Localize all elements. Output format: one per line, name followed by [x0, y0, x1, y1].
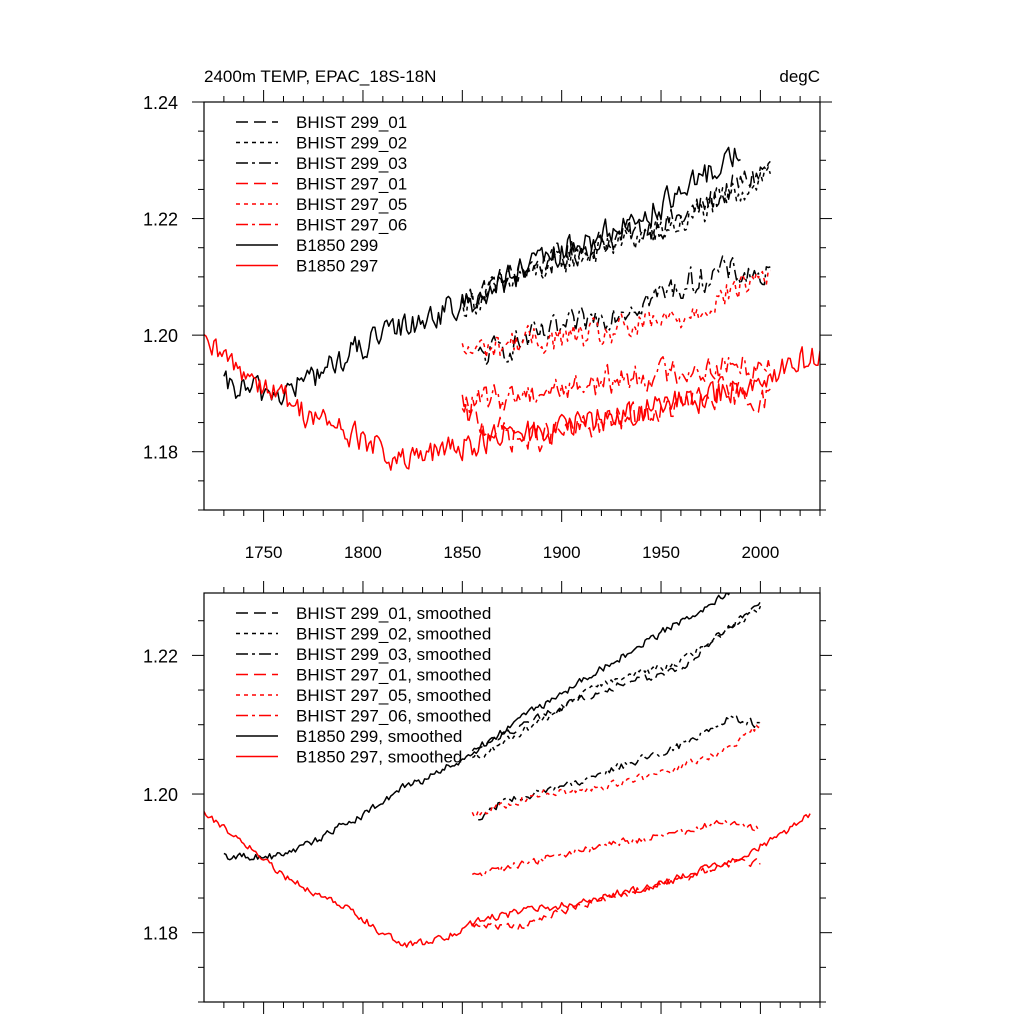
- top-series-layer: [204, 146, 820, 471]
- legend-label: BHIST 297_06, smoothed: [296, 707, 491, 726]
- legend-label: BHIST 299_02: [296, 134, 407, 153]
- series-line: [461, 376, 771, 453]
- chart-units: degC: [779, 67, 820, 86]
- y-tick-label: 1.22: [143, 646, 178, 666]
- series-line: [471, 605, 762, 759]
- y-tick-label: 1.18: [143, 924, 178, 944]
- bottom-chart-panel: 1.181.201.22 BHIST 299_01, smoothedBHIST…: [143, 581, 832, 1014]
- y-tick-label: 1.24: [143, 93, 178, 113]
- series-line: [471, 722, 762, 818]
- bottom-series-layer: [204, 593, 811, 948]
- series-line: [204, 334, 820, 471]
- top-axis-layer: 1750 1800 1850 1900 1950 2000 1.18 1.20 1.22 1.24: [143, 90, 832, 562]
- top-plot-frame: [203, 101, 821, 511]
- series-line: [461, 160, 771, 306]
- y-tick-label: 1.18: [143, 443, 178, 463]
- legend-label: BHIST 299_01, smoothed: [296, 604, 491, 623]
- x-tick-label: 1900: [543, 543, 581, 562]
- bottom-axis-layer: 1.18 1.20 1.22: [143, 581, 832, 1014]
- series-line: [471, 858, 761, 930]
- legend-label: B1850 297, smoothed: [296, 748, 462, 767]
- legend-label: B1850 299, smoothed: [296, 727, 462, 746]
- legend-label: BHIST 299_03, smoothed: [296, 645, 491, 664]
- bottom-legend: BHIST 299_01, smoothed BHIST 299_02, smoo…: [236, 604, 491, 767]
- legend-label: BHIST 297_05, smoothed: [296, 686, 491, 705]
- series-line: [223, 146, 741, 406]
- legend-label: BHIST 297_01: [296, 175, 407, 194]
- legend-label: BHIST 297_01, smoothed: [296, 666, 491, 685]
- x-tick-label: 1850: [443, 543, 481, 562]
- series-line: [223, 593, 731, 861]
- x-tick-label: 1750: [245, 543, 283, 562]
- legend-label: B1850 297: [296, 257, 378, 276]
- legend-label: BHIST 297_06: [296, 216, 407, 235]
- series-line: [478, 715, 761, 821]
- series-line: [204, 811, 811, 948]
- series-line: [471, 819, 761, 877]
- legend-label: BHIST 299_01: [296, 113, 407, 132]
- series-line: [477, 255, 771, 366]
- bottom-plot-frame: [203, 592, 821, 1003]
- y-tick-label: 1.20: [143, 785, 178, 805]
- series-line: [461, 166, 772, 318]
- y-tick-label: 1.20: [143, 326, 178, 346]
- series-line: [471, 601, 762, 752]
- x-tick-label: 1800: [344, 543, 382, 562]
- x-tick-label: 2000: [741, 543, 779, 562]
- legend-label: BHIST 299_03: [296, 154, 407, 173]
- series-line: [461, 356, 772, 418]
- legend-label: BHIST 297_05: [296, 195, 407, 214]
- legend-label: BHIST 299_02, smoothed: [296, 625, 491, 644]
- x-tick-label: 1950: [642, 543, 680, 562]
- legend-label: B1850 299: [296, 236, 378, 255]
- y-tick-label: 1.22: [143, 210, 178, 230]
- top-chart-panel: 2400m TEMP, EPAC_18S-18N degC 1750 1800 18…: [143, 67, 832, 562]
- series-line: [461, 269, 771, 359]
- chart-title: 2400m TEMP, EPAC_18S-18N: [204, 67, 436, 86]
